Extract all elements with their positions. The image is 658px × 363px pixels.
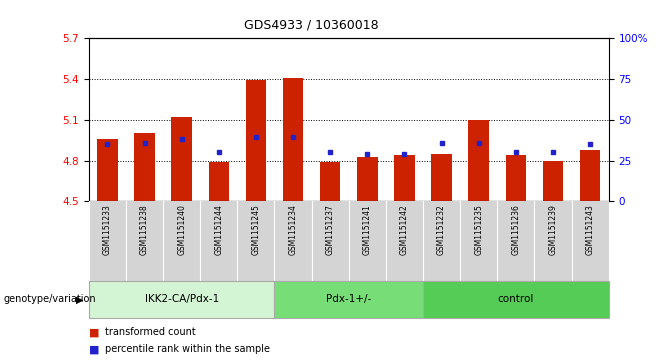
Text: GSM1151239: GSM1151239 (549, 204, 557, 255)
Text: transformed count: transformed count (105, 327, 196, 337)
Text: ▶: ▶ (76, 294, 84, 305)
Text: GDS4933 / 10360018: GDS4933 / 10360018 (244, 18, 379, 31)
Bar (283, 78, 303, 201)
Bar (245, 80, 266, 201)
Text: ■: ■ (89, 344, 99, 354)
Text: genotype/variation: genotype/variation (3, 294, 96, 305)
Bar (89, 281, 274, 318)
Text: GSM1151233: GSM1151233 (103, 204, 112, 255)
Text: ■: ■ (89, 327, 99, 337)
Bar (543, 161, 563, 201)
Text: control: control (497, 294, 534, 305)
Text: GSM1151237: GSM1151237 (326, 204, 335, 255)
Text: GSM1151234: GSM1151234 (289, 204, 297, 255)
Text: GSM1151235: GSM1151235 (474, 204, 483, 255)
Text: GSM1151232: GSM1151232 (437, 204, 446, 254)
Bar (505, 155, 526, 201)
Text: GSM1151236: GSM1151236 (511, 204, 520, 255)
Text: percentile rank within the sample: percentile rank within the sample (105, 344, 270, 354)
Text: GSM1151242: GSM1151242 (400, 204, 409, 254)
Text: GSM1151245: GSM1151245 (251, 204, 261, 255)
Bar (432, 154, 452, 201)
Text: Pdx-1+/-: Pdx-1+/- (326, 294, 371, 305)
Text: GSM1151241: GSM1151241 (363, 204, 372, 254)
Text: GSM1151238: GSM1151238 (140, 204, 149, 254)
Bar (134, 134, 155, 201)
Bar (274, 281, 423, 318)
Bar (209, 162, 229, 201)
Bar (580, 150, 600, 201)
Text: IKK2-CA/Pdx-1: IKK2-CA/Pdx-1 (145, 294, 218, 305)
Bar (97, 139, 118, 201)
Bar (320, 162, 340, 201)
Bar (423, 281, 609, 318)
Bar (468, 120, 489, 201)
Bar (172, 117, 192, 201)
Text: GSM1151240: GSM1151240 (177, 204, 186, 255)
Text: GSM1151244: GSM1151244 (215, 204, 223, 255)
Bar (394, 155, 415, 201)
Bar (357, 156, 378, 201)
Text: GSM1151243: GSM1151243 (586, 204, 595, 255)
